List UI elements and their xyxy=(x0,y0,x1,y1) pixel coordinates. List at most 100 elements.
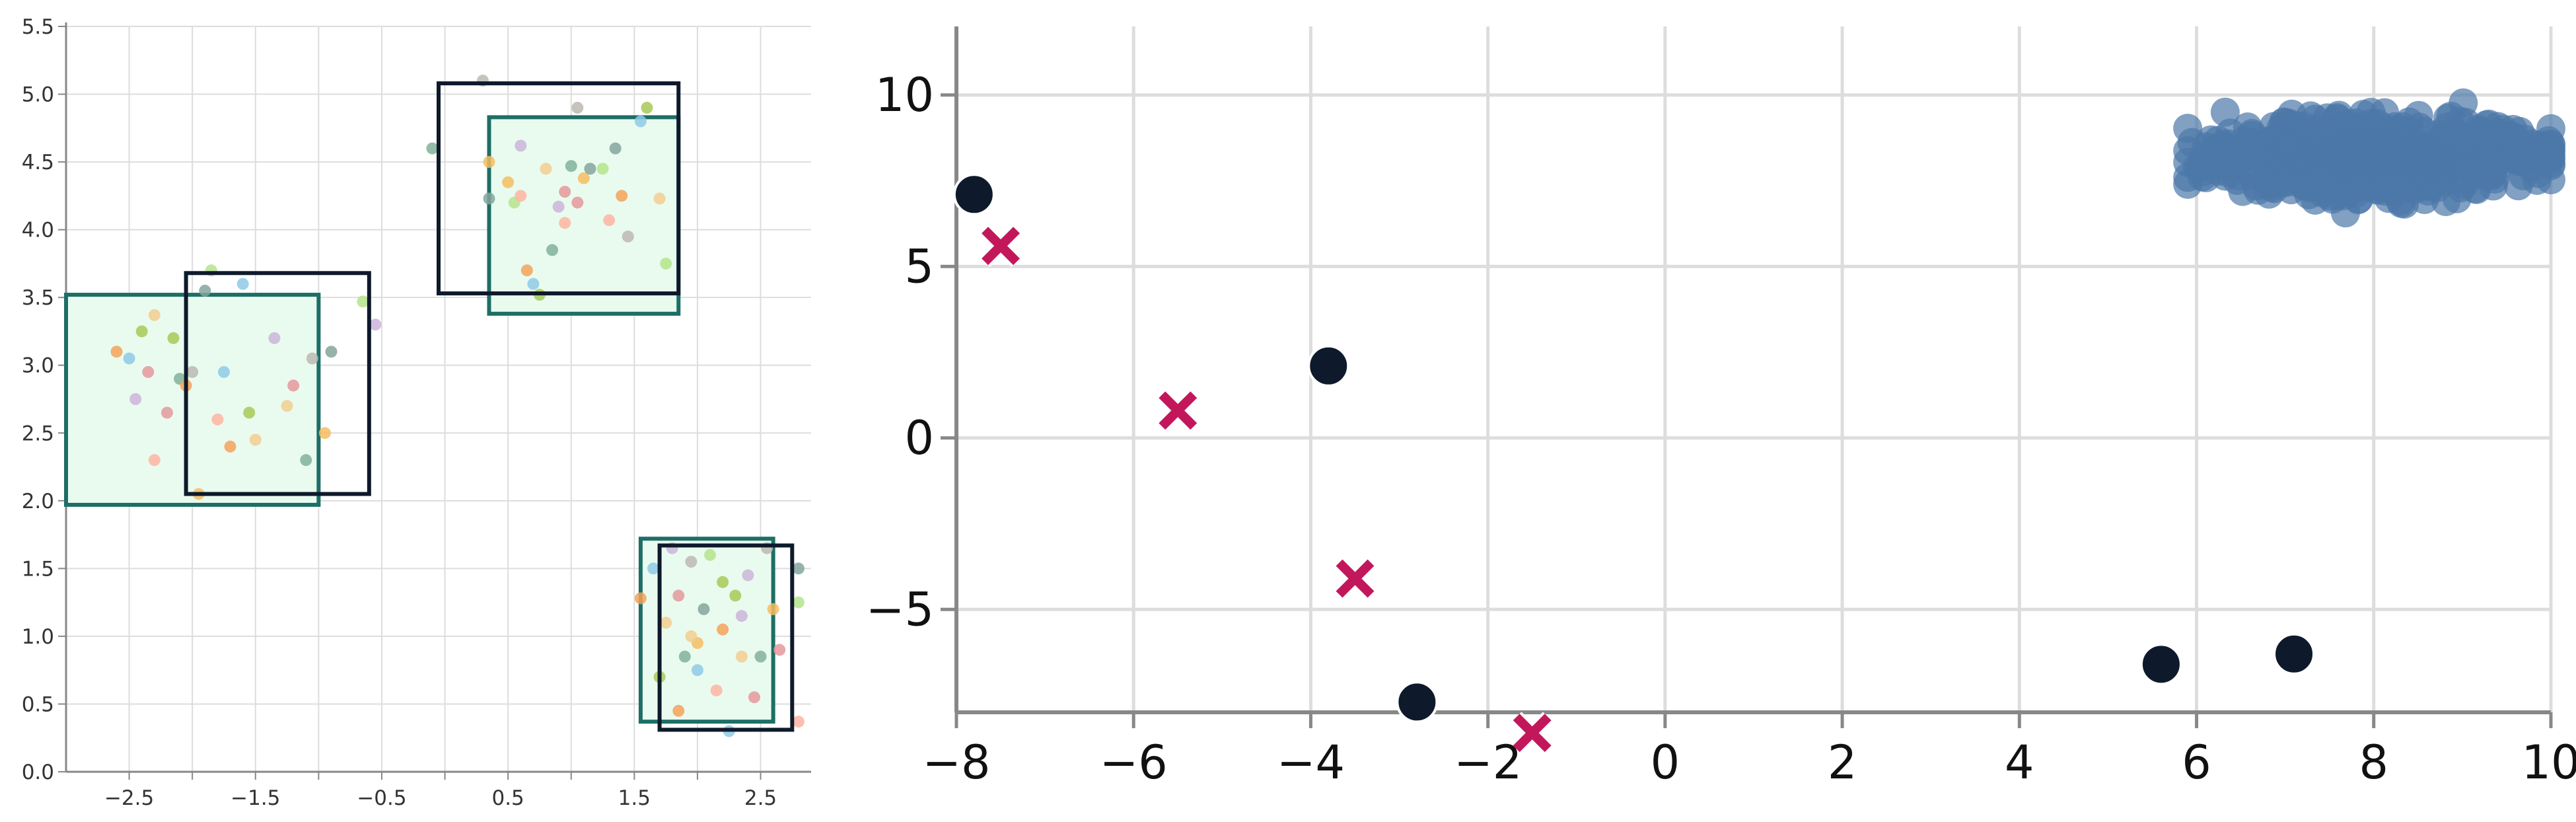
scatter-point xyxy=(609,142,622,155)
scatter-point xyxy=(616,190,628,202)
cloud-point xyxy=(2379,145,2408,175)
y-tick-label: 5.5 xyxy=(22,15,54,39)
scatter-point xyxy=(369,318,382,331)
cloud-point xyxy=(2173,163,2203,192)
scatter-point xyxy=(767,603,779,615)
cloud-point xyxy=(2424,156,2454,186)
scatter-point xyxy=(685,630,698,642)
x-tick-label: 0 xyxy=(1651,735,1680,790)
scatter-point xyxy=(426,142,439,155)
scatter-point xyxy=(653,192,666,205)
cloud-point xyxy=(2461,141,2491,171)
cloud-point xyxy=(2253,149,2283,178)
scatter-point xyxy=(148,309,161,321)
scatter-point xyxy=(577,172,590,184)
scatter-point xyxy=(224,440,236,453)
scatter-point xyxy=(281,400,293,412)
cross-marker xyxy=(1157,389,1199,432)
cloud-points xyxy=(2173,88,2565,228)
scatter-point xyxy=(660,616,672,629)
scatter-point xyxy=(717,623,729,636)
scatter-point xyxy=(672,589,685,602)
scatter-point xyxy=(717,576,729,588)
scatter-point xyxy=(300,454,312,467)
scatter-point xyxy=(559,217,571,229)
outline-box xyxy=(437,81,681,296)
x-tick-label: −4 xyxy=(1277,735,1345,790)
cloud-point xyxy=(2306,137,2336,167)
cross-stroke xyxy=(982,227,1020,266)
scatter-point xyxy=(148,454,161,467)
scatter-point xyxy=(357,295,369,308)
scatter-point xyxy=(199,284,211,297)
y-tick-label: 3.0 xyxy=(22,354,54,378)
cross-marker xyxy=(1511,712,1554,754)
cloud-point xyxy=(2460,174,2490,204)
cloud-point xyxy=(2205,151,2235,180)
scatter-point xyxy=(129,393,142,405)
y-tick-label: 2.5 xyxy=(22,422,54,445)
y-tick-label: 0.0 xyxy=(22,761,54,784)
x-tick-label: 0.5 xyxy=(491,786,524,810)
x-tick-label: 2.5 xyxy=(744,786,777,810)
scatter-point xyxy=(110,346,123,358)
x-tick-label: −1.5 xyxy=(231,786,280,810)
scatter-point xyxy=(698,603,710,615)
y-tick-label: 3.5 xyxy=(22,286,54,310)
scatter-point xyxy=(685,556,698,568)
scatter-point xyxy=(325,346,338,358)
y-tick-label: 1.0 xyxy=(22,625,54,649)
x-tick-label: 8 xyxy=(2359,735,2389,790)
scatter-point xyxy=(520,264,533,277)
scatter-point xyxy=(792,596,805,609)
y-tick-label: 4.0 xyxy=(22,219,54,243)
scatter-point xyxy=(483,192,495,205)
scatter-point xyxy=(773,644,786,656)
cloud-point xyxy=(2445,106,2474,136)
cloud-point xyxy=(2425,126,2454,156)
y-tick-label: 0 xyxy=(904,411,934,465)
scatter-point xyxy=(217,365,230,378)
y-tick-label: −5 xyxy=(866,582,934,636)
cloud-point xyxy=(2353,171,2383,201)
cloud-point xyxy=(2283,131,2313,161)
scatter-point xyxy=(754,650,767,663)
scatter-point xyxy=(236,278,249,290)
scatter-point xyxy=(540,163,552,175)
cross-marker xyxy=(980,225,1022,267)
scatter-point xyxy=(647,562,660,575)
scatter-point xyxy=(571,102,584,114)
x-tick-label: 2 xyxy=(1828,735,1857,790)
scatter-point xyxy=(318,427,331,439)
dark-point xyxy=(2139,643,2182,686)
scatter-point xyxy=(596,163,609,175)
scatter-point xyxy=(243,406,256,419)
scatter-point xyxy=(559,186,571,198)
scatter-point xyxy=(527,278,540,290)
cloud-point xyxy=(2254,179,2284,209)
scatter-point xyxy=(186,365,199,378)
x-tick-label: 4 xyxy=(2005,735,2034,790)
scatter-point xyxy=(704,548,717,561)
cloud-point xyxy=(2522,165,2552,195)
cloud-point xyxy=(2331,142,2361,172)
y-tick-label: 5.0 xyxy=(22,83,54,107)
scatter-point xyxy=(660,257,672,270)
scatter-point xyxy=(672,704,685,717)
scatter-point xyxy=(678,650,691,663)
scatter-point xyxy=(634,592,647,605)
scatter-point xyxy=(571,196,584,209)
cloud-point xyxy=(2326,168,2356,198)
scatter-point xyxy=(515,190,527,202)
x-tick-label: 6 xyxy=(2182,735,2211,790)
scatter-point xyxy=(641,102,653,114)
y-tick-label: 0.5 xyxy=(22,692,54,716)
dark-point xyxy=(1307,344,1350,387)
y-tick-label: 4.5 xyxy=(22,151,54,174)
scatter-point xyxy=(748,691,760,704)
cloud-point xyxy=(2173,136,2203,166)
scatter-point xyxy=(729,589,742,602)
scatter-point xyxy=(742,569,754,581)
scatter-point xyxy=(249,433,262,446)
